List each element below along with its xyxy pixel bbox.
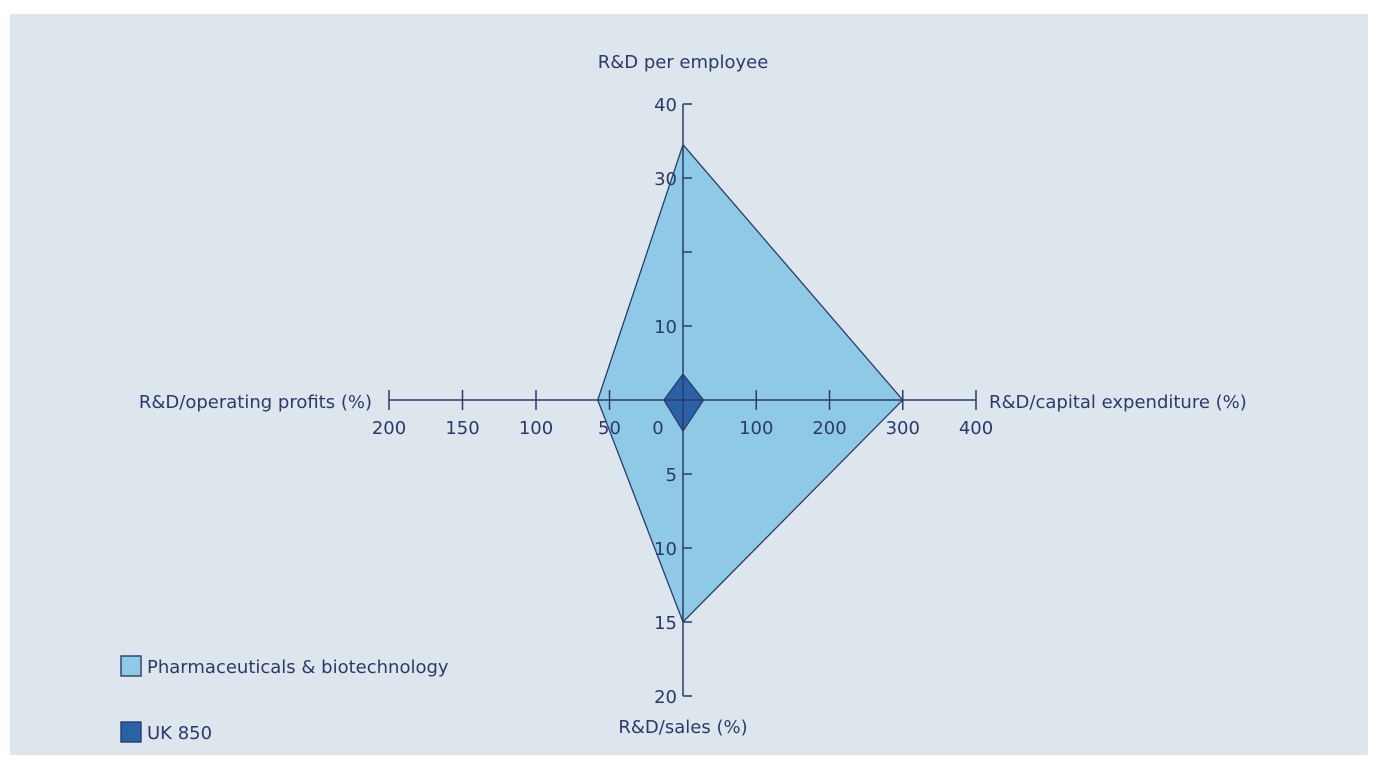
tick-label-rd_capex-3: 400 — [959, 418, 993, 439]
axis-title-rd_per_employee: R&D per employee — [598, 52, 769, 73]
legend-label-1: UK 850 — [147, 723, 212, 744]
tick-label-rd_per_employee-0: 10 — [654, 317, 677, 338]
axis-title-rd_capex: R&D/capital expenditure (%) — [989, 392, 1247, 413]
legend: Pharmaceuticals & biotechnology UK 850 — [120, 655, 449, 744]
tick-label-rd_capex-2: 300 — [886, 418, 920, 439]
series-area-0 — [597, 143, 904, 624]
axis-title-rd_operating_profits: R&D/operating profits (%) — [139, 392, 372, 413]
legend-swatch-0 — [120, 655, 142, 677]
legend-label-0: Pharmaceuticals & biotechnology — [147, 657, 449, 678]
tick-label-rd_sales-1: 10 — [654, 539, 677, 560]
legend-swatch-1 — [120, 721, 142, 743]
axis-title-rd_sales: R&D/sales (%) — [618, 717, 747, 738]
tick-label-rd_sales-0: 5 — [666, 465, 677, 486]
tick-label-rd_capex-1: 200 — [812, 418, 846, 439]
tick-label-rd_operating_profits-2: 150 — [445, 418, 479, 439]
tick-label-rd_operating_profits-0: 50 — [598, 418, 621, 439]
tick-label-rd_operating_profits-1: 100 — [519, 418, 553, 439]
tick-label-rd_operating_profits-3: 200 — [372, 418, 406, 439]
tick-label-rd_sales-2: 15 — [654, 613, 677, 634]
tick-label-rd_per_employee-3: 40 — [654, 95, 677, 116]
tick-label-rd_capex-0: 100 — [739, 418, 773, 439]
series-layer — [597, 143, 904, 624]
tick-label-rd_per_employee-2: 30 — [654, 169, 677, 190]
tick-label-rd_sales-3: 20 — [654, 687, 677, 708]
chart-panel: 10 30 40 R&D per employee 100 200 300 400 R&D/ca… — [10, 14, 1368, 755]
origin-label: 0 — [652, 418, 663, 439]
